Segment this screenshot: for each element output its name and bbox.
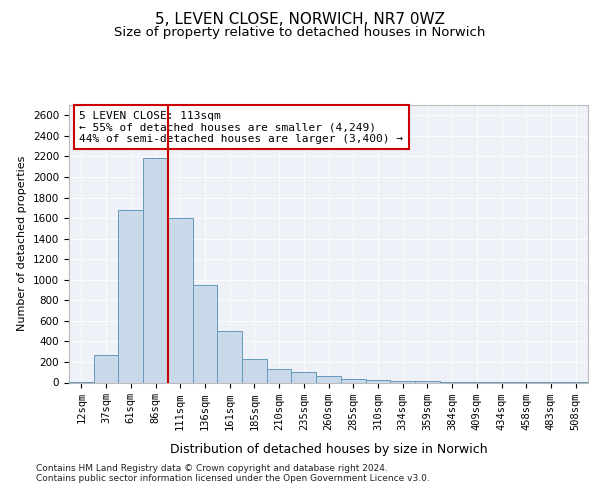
Text: Size of property relative to detached houses in Norwich: Size of property relative to detached ho… [115, 26, 485, 39]
Y-axis label: Number of detached properties: Number of detached properties [17, 156, 28, 332]
Bar [341, 379, 365, 382]
Bar [94, 355, 118, 382]
Bar [390, 381, 415, 382]
Bar [217, 331, 242, 382]
Text: Contains public sector information licensed under the Open Government Licence v3: Contains public sector information licen… [36, 474, 430, 483]
Bar [316, 376, 341, 382]
Bar [365, 380, 390, 382]
Bar [242, 359, 267, 382]
Bar [143, 158, 168, 382]
Bar [267, 369, 292, 382]
Text: Distribution of detached houses by size in Norwich: Distribution of detached houses by size … [170, 442, 488, 456]
Bar [168, 218, 193, 382]
Text: 5 LEVEN CLOSE: 113sqm
← 55% of detached houses are smaller (4,249)
44% of semi-d: 5 LEVEN CLOSE: 113sqm ← 55% of detached … [79, 110, 403, 144]
Bar [292, 372, 316, 382]
Text: 5, LEVEN CLOSE, NORWICH, NR7 0WZ: 5, LEVEN CLOSE, NORWICH, NR7 0WZ [155, 12, 445, 28]
Bar [193, 285, 217, 382]
Text: Contains HM Land Registry data © Crown copyright and database right 2024.: Contains HM Land Registry data © Crown c… [36, 464, 388, 473]
Bar [118, 210, 143, 382]
